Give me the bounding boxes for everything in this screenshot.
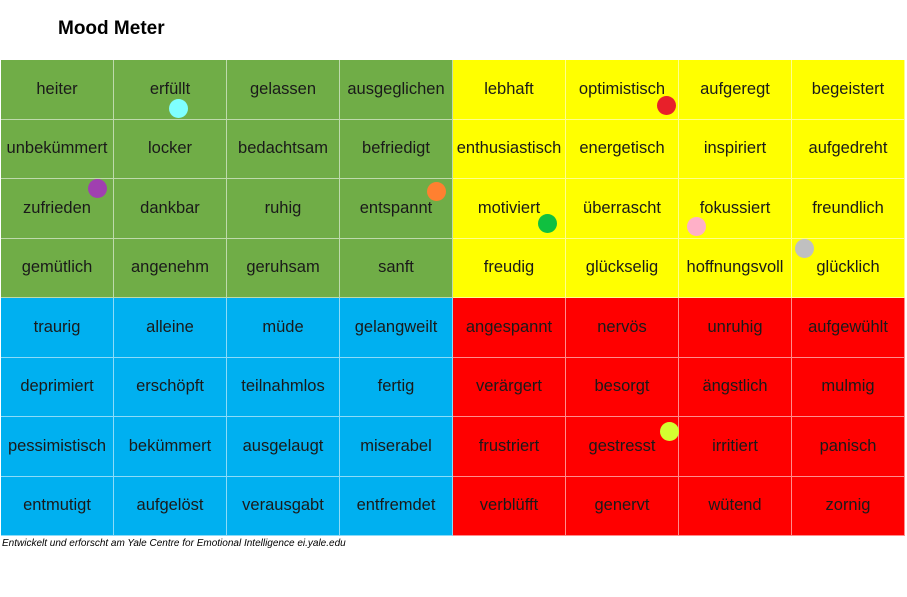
- mood-cell: befriedigt: [340, 119, 453, 179]
- mood-cell: panisch: [792, 417, 905, 477]
- mood-cell: frustriert: [453, 417, 566, 477]
- mood-cell: miserabel: [340, 417, 453, 477]
- mood-cell: ruhig: [227, 179, 340, 239]
- cyan-marker: [169, 99, 188, 118]
- mood-cell: glückselig: [566, 238, 679, 298]
- mood-cell: angespannt: [453, 298, 566, 358]
- mood-cell: unruhig: [679, 298, 792, 358]
- mood-cell: verausgabt: [227, 476, 340, 536]
- mood-grid: heiter erfüllt gelassen ausgeglichen lebhaft…: [1, 60, 905, 536]
- mood-cell: unbekümmert: [1, 119, 114, 179]
- mood-cell: erschöpft: [114, 357, 227, 417]
- mood-cell: sanft: [340, 238, 453, 298]
- mood-cell: aufgelöst: [114, 476, 227, 536]
- mood-cell: traurig: [1, 298, 114, 358]
- mood-cell: inspiriert: [679, 119, 792, 179]
- mood-cell: pessimistisch: [1, 417, 114, 477]
- mood-cell: alleine: [114, 298, 227, 358]
- mood-cell: deprimiert: [1, 357, 114, 417]
- mood-cell: geruhsam: [227, 238, 340, 298]
- mood-cell: gelangweilt: [340, 298, 453, 358]
- mood-cell: müde: [227, 298, 340, 358]
- mood-cell: begeistert: [792, 60, 905, 120]
- mood-cell: dankbar: [114, 179, 227, 239]
- footer-credit: Entwickelt und erforscht am Yale Centre …: [2, 538, 346, 549]
- purple-marker: [88, 179, 107, 198]
- mood-cell: verblüfft: [453, 476, 566, 536]
- mood-cell: bekümmert: [114, 417, 227, 477]
- pink-marker: [687, 217, 706, 236]
- mood-cell: entfremdet: [340, 476, 453, 536]
- mood-cell: ausgeglichen: [340, 60, 453, 120]
- mood-cell: ausgelaugt: [227, 417, 340, 477]
- gray-marker: [795, 239, 814, 258]
- mood-cell: bedachtsam: [227, 119, 340, 179]
- mood-cell: angenehm: [114, 238, 227, 298]
- mood-cell: energetisch: [566, 119, 679, 179]
- red-marker: [657, 96, 676, 115]
- mood-cell: lebhaft: [453, 60, 566, 120]
- mood-cell: überrascht: [566, 179, 679, 239]
- mood-cell: verärgert: [453, 357, 566, 417]
- mood-cell: aufgewühlt: [792, 298, 905, 358]
- mood-cell: irritiert: [679, 417, 792, 477]
- mood-cell: heiter: [1, 60, 114, 120]
- page-title: Mood Meter: [58, 18, 165, 39]
- mood-cell: zornig: [792, 476, 905, 536]
- mood-cell: freundlich: [792, 179, 905, 239]
- mood-cell: aufgedreht: [792, 119, 905, 179]
- mood-cell: fertig: [340, 357, 453, 417]
- lime-marker: [660, 422, 679, 441]
- mood-cell: teilnahmlos: [227, 357, 340, 417]
- mood-cell: gelassen: [227, 60, 340, 120]
- mood-cell: aufgeregt: [679, 60, 792, 120]
- mood-cell: gemütlich: [1, 238, 114, 298]
- mood-cell: enthusiastisch: [453, 119, 566, 179]
- mood-cell: nervös: [566, 298, 679, 358]
- mood-cell: besorgt: [566, 357, 679, 417]
- mood-cell: entmutigt: [1, 476, 114, 536]
- mood-cell: ängstlich: [679, 357, 792, 417]
- mood-cell: mulmig: [792, 357, 905, 417]
- orange-marker: [427, 182, 446, 201]
- mood-cell: freudig: [453, 238, 566, 298]
- green-marker: [538, 214, 557, 233]
- mood-cell: wütend: [679, 476, 792, 536]
- mood-cell: locker: [114, 119, 227, 179]
- mood-cell: genervt: [566, 476, 679, 536]
- mood-cell: hoffnungsvoll: [679, 238, 792, 298]
